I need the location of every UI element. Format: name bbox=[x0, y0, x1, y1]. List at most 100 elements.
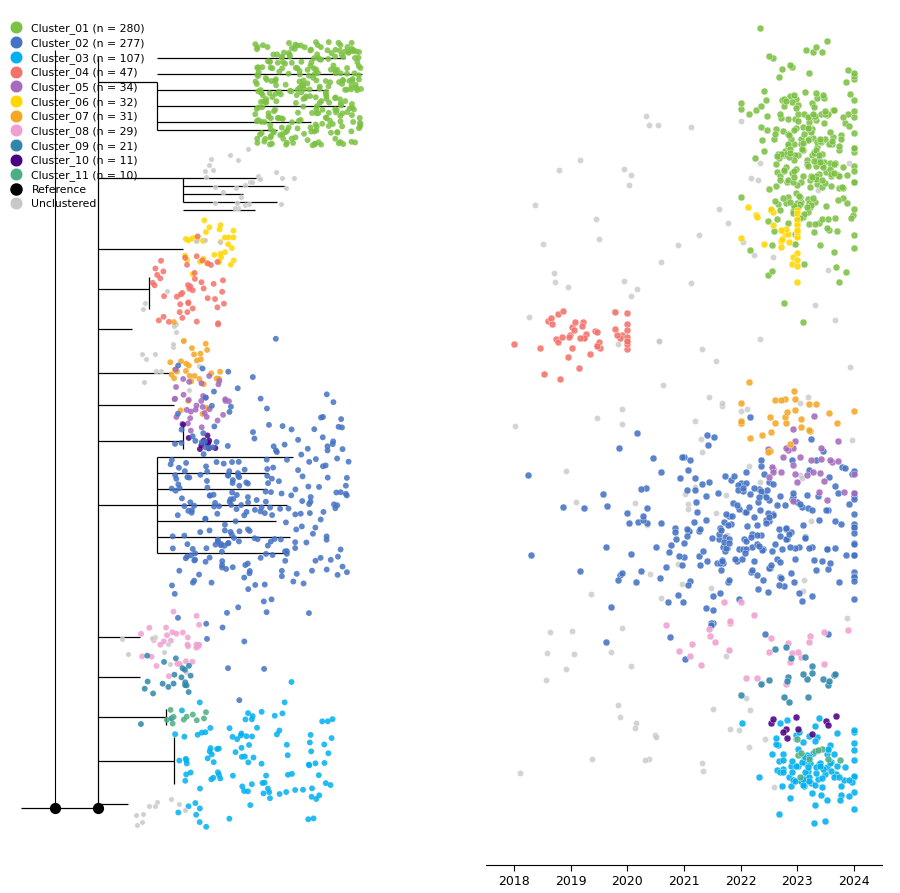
Point bbox=[199, 705, 213, 720]
Point bbox=[788, 113, 802, 127]
Point bbox=[334, 96, 348, 111]
Point bbox=[239, 505, 254, 519]
Point bbox=[847, 159, 861, 173]
Point bbox=[820, 542, 834, 556]
Point bbox=[796, 500, 810, 514]
Point bbox=[743, 171, 758, 185]
Point bbox=[776, 753, 790, 767]
Point bbox=[157, 264, 171, 279]
Point bbox=[232, 534, 247, 548]
Point bbox=[761, 510, 776, 524]
Point bbox=[202, 523, 217, 538]
Point bbox=[179, 710, 194, 724]
Point bbox=[739, 671, 753, 685]
Point bbox=[847, 770, 861, 784]
Point bbox=[206, 277, 220, 291]
Point bbox=[276, 131, 291, 146]
Point bbox=[199, 820, 213, 834]
Point bbox=[664, 538, 679, 553]
Point bbox=[703, 629, 717, 643]
Point bbox=[847, 517, 861, 531]
Point bbox=[796, 517, 810, 531]
Point bbox=[199, 390, 213, 405]
Point bbox=[189, 609, 203, 623]
Point bbox=[314, 40, 328, 54]
Point bbox=[847, 574, 861, 588]
Point bbox=[226, 492, 240, 506]
Point bbox=[250, 131, 265, 146]
Point bbox=[194, 435, 209, 449]
Point bbox=[321, 747, 336, 761]
Point bbox=[701, 390, 716, 405]
Point bbox=[280, 123, 294, 138]
Point bbox=[177, 464, 192, 479]
Point bbox=[303, 728, 318, 742]
Point bbox=[790, 200, 805, 214]
Point bbox=[215, 554, 230, 568]
Point bbox=[818, 814, 832, 829]
Point bbox=[166, 338, 180, 352]
Point bbox=[206, 771, 220, 785]
Point bbox=[785, 166, 799, 180]
Point bbox=[306, 71, 320, 85]
Point bbox=[181, 296, 195, 310]
Point bbox=[149, 795, 164, 809]
Point bbox=[165, 481, 179, 496]
Point bbox=[183, 280, 197, 294]
Point bbox=[166, 315, 181, 330]
Point bbox=[226, 223, 240, 238]
Point bbox=[219, 394, 233, 408]
Point bbox=[800, 760, 814, 774]
Point bbox=[264, 111, 278, 125]
Point bbox=[811, 488, 825, 503]
Point bbox=[763, 202, 778, 216]
Point bbox=[771, 151, 786, 165]
Point bbox=[806, 96, 820, 111]
Point bbox=[245, 175, 259, 189]
Point bbox=[292, 67, 307, 81]
Point bbox=[320, 563, 334, 577]
Point bbox=[776, 223, 790, 238]
Point bbox=[702, 475, 716, 489]
Point bbox=[250, 40, 265, 54]
Point bbox=[255, 60, 269, 74]
Point bbox=[775, 62, 789, 76]
Point bbox=[588, 323, 602, 338]
Point bbox=[208, 538, 222, 552]
Point bbox=[845, 467, 859, 481]
Point bbox=[790, 230, 805, 245]
Point bbox=[320, 439, 335, 454]
Point bbox=[794, 412, 808, 426]
Point bbox=[831, 434, 845, 448]
Point bbox=[326, 117, 340, 131]
Point bbox=[768, 416, 782, 430]
Point bbox=[218, 523, 232, 538]
Point bbox=[315, 117, 329, 131]
Point bbox=[842, 120, 857, 134]
Point bbox=[824, 179, 839, 193]
Point bbox=[156, 677, 170, 691]
Point bbox=[801, 65, 815, 79]
Point bbox=[783, 655, 797, 669]
Point bbox=[290, 88, 304, 103]
Point bbox=[791, 113, 806, 128]
Point bbox=[761, 475, 776, 489]
Point bbox=[146, 687, 160, 701]
Point bbox=[714, 523, 728, 538]
Point bbox=[575, 319, 590, 333]
Point bbox=[321, 119, 336, 133]
Point bbox=[346, 44, 360, 58]
Point bbox=[735, 541, 750, 555]
Point bbox=[234, 726, 248, 740]
Point bbox=[197, 213, 211, 228]
Point bbox=[814, 158, 829, 172]
Point bbox=[342, 45, 356, 59]
Point bbox=[769, 737, 783, 751]
Point bbox=[153, 271, 167, 286]
Point bbox=[167, 668, 182, 682]
Point bbox=[701, 622, 716, 637]
Point bbox=[573, 153, 588, 167]
Point bbox=[172, 754, 186, 768]
Point bbox=[820, 793, 834, 807]
Point bbox=[797, 750, 812, 764]
